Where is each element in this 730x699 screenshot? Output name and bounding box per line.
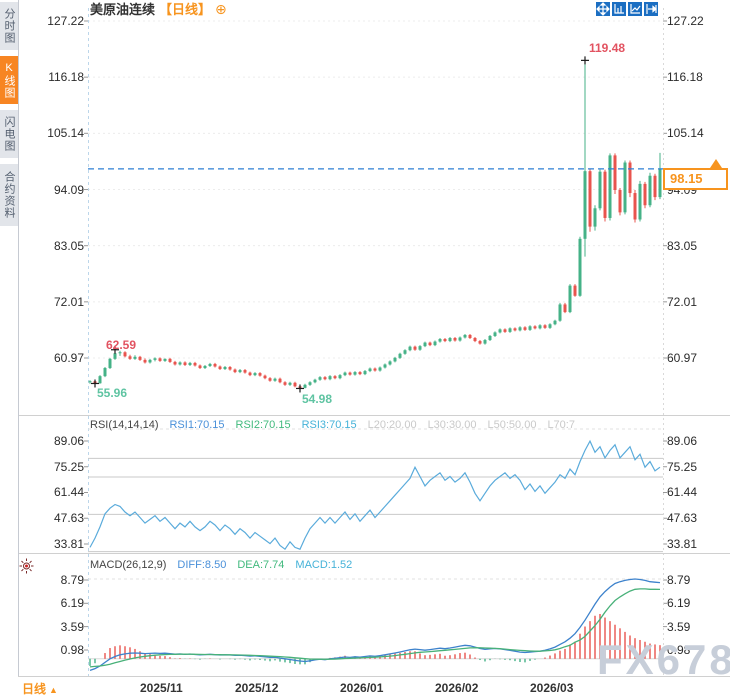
rsi-axis-label: 47.63 <box>53 511 84 526</box>
rsi-axis-label: 33.81 <box>53 537 84 551</box>
chart-toolbar <box>596 2 658 16</box>
legend-item: MACD(26,12,9) <box>90 559 167 571</box>
chevron-up-icon: ▲ <box>49 685 58 695</box>
macd-axis-label: 8.79 <box>60 573 84 587</box>
rsi-axis-label: 89.06 <box>667 434 698 448</box>
legend-item: L30:30.00 <box>427 419 477 431</box>
macd-axis-label: 6.19 <box>667 596 691 611</box>
price-axis-label: 105.14 <box>47 126 84 141</box>
legend-item: L70:7 <box>547 419 575 431</box>
rsi-axis-label: 61.44 <box>667 485 698 500</box>
candlestick-series <box>88 60 662 389</box>
rsi-axis-label: 47.63 <box>667 511 698 526</box>
x-axis-month-label: 2026/01 <box>340 681 384 695</box>
price-axis-label: 60.97 <box>53 351 84 365</box>
low-price-annotation: 55.96 <box>97 386 128 401</box>
sidebar-item-flash-chart[interactable]: 闪电图 <box>0 110 18 158</box>
x-axis-month-label: 2025/11 <box>140 681 183 695</box>
legend-item: MACD:1.52 <box>295 559 353 571</box>
price-axis-label: 116.18 <box>667 70 703 85</box>
line-chart-axis-icon[interactable] <box>628 2 642 16</box>
price-axis-label: 127.22 <box>47 14 84 28</box>
price-axis-label: 72.01 <box>53 294 84 309</box>
legend-item: RSI1:70.15 <box>169 419 225 431</box>
price-axis-label: 116.18 <box>48 70 84 85</box>
legend-item: RSI2:70.15 <box>235 419 291 431</box>
legend-item: RSI3:70.15 <box>301 419 357 431</box>
period-selector[interactable]: 日线 ▲ <box>22 680 58 697</box>
bar-chart-axis-icon[interactable] <box>612 2 626 16</box>
price-axis-label: 94.09 <box>53 182 84 197</box>
legend-item: DIFF:8.50 <box>177 559 227 571</box>
legend-item: RSI(14,14,14) <box>90 419 159 431</box>
sidebar: 分时图 K线图 闪电图 合约资料 <box>0 0 19 676</box>
macd-legend: MACD(26,12,9) DIFF:8.50 DEA:7.74 MACD:1.52 <box>90 559 663 571</box>
macd-histogram <box>89 613 661 666</box>
rsi-axis-label: 61.44 <box>53 485 84 500</box>
extreme-markers <box>91 56 589 393</box>
rsi-axis-label: 89.06 <box>53 434 84 448</box>
high-price-annotation: 119.48 <box>589 41 626 56</box>
macd-axis-label: 6.19 <box>60 596 84 611</box>
symbol-name: 美原油连续 <box>90 2 156 17</box>
price-axis-label: 105.14 <box>667 126 704 141</box>
rsi-axis-label: 33.81 <box>667 537 698 551</box>
period-selector-label: 日线 <box>22 682 47 696</box>
high-price-annotation: 62.59 <box>106 337 137 352</box>
legend-item: L20:20.00 <box>367 419 417 431</box>
sidebar-item-candle-chart[interactable]: K线图 <box>0 56 18 104</box>
period-tag: 【日线】 <box>159 2 212 17</box>
price-axis-label: 83.05 <box>53 238 84 253</box>
x-axis-month-label: 2026/03 <box>530 681 574 695</box>
price-axis-label: 72.01 <box>667 294 698 309</box>
price-axis-label: 60.97 <box>667 351 698 365</box>
current-price-label: 98.15 <box>663 168 728 190</box>
sidebar-item-contract-info[interactable]: 合约资料 <box>0 164 18 226</box>
rsi-line <box>89 439 661 551</box>
rsi-legend: RSI(14,14,14) RSI1:70.15 RSI2:70.15 RSI3:70… <box>90 419 663 431</box>
price-axis-label: 127.22 <box>667 14 704 28</box>
x-axis-month-label: 2026/02 <box>435 681 479 695</box>
rsi-axis-label: 75.25 <box>667 459 698 474</box>
indicator-settings-icon[interactable] <box>19 558 34 574</box>
macd-axis-label: 3.59 <box>60 619 84 634</box>
x-axis-month-label: 2025/12 <box>235 681 279 695</box>
rsi-axis-label: 75.25 <box>53 459 84 474</box>
low-price-annotation: 54.98 <box>302 392 333 407</box>
pan-icon[interactable] <box>596 2 610 16</box>
add-indicator-icon[interactable]: ⊕ <box>215 1 227 17</box>
macd-axis-label: 0.98 <box>667 643 691 657</box>
price-up-arrow-icon <box>710 159 722 168</box>
expand-right-icon[interactable] <box>644 2 658 16</box>
chart-title: 美原油连续 【日线】 ⊕ <box>90 1 227 17</box>
macd-axis-label: 0.98 <box>60 643 84 657</box>
macd-dea-line <box>89 588 661 668</box>
grid <box>18 8 730 677</box>
legend-item: L50:50.00 <box>487 419 537 431</box>
legend-item: DEA:7.74 <box>237 559 285 571</box>
price-axis-label: 83.05 <box>667 238 698 253</box>
macd-axis-label: 8.79 <box>667 573 691 587</box>
sidebar-item-timeline-chart[interactable]: 分时图 <box>0 2 18 50</box>
macd-axis-label: 3.59 <box>667 619 691 634</box>
